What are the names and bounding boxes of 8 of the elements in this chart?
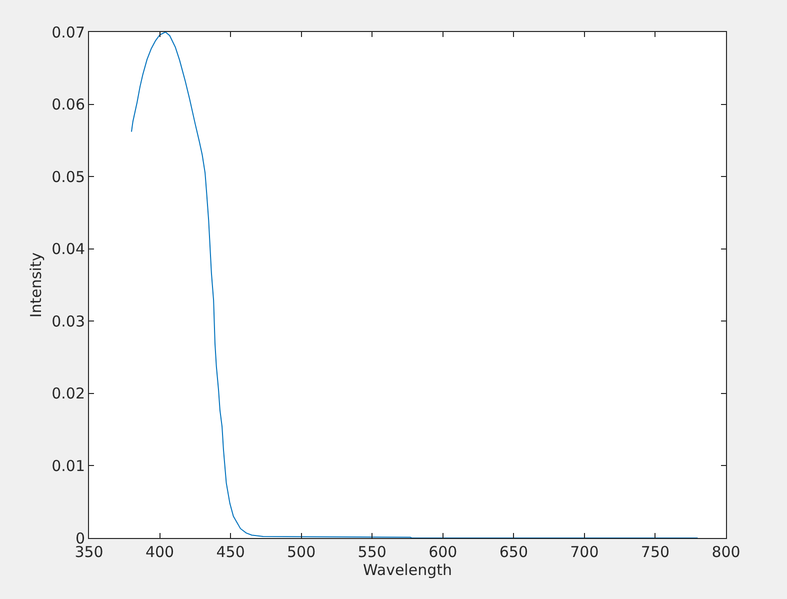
y-tick-label: 0.07	[52, 23, 85, 42]
x-tick-label: 800	[712, 543, 740, 561]
y-tick-label: 0.04	[52, 240, 85, 258]
y-tick-label: 0.06	[52, 96, 85, 114]
x-tick-label: 750	[640, 543, 670, 561]
x-tick-label: 650	[499, 543, 528, 561]
y-tick-label: 0.05	[52, 168, 85, 186]
x-tick-label: 700	[570, 543, 599, 561]
